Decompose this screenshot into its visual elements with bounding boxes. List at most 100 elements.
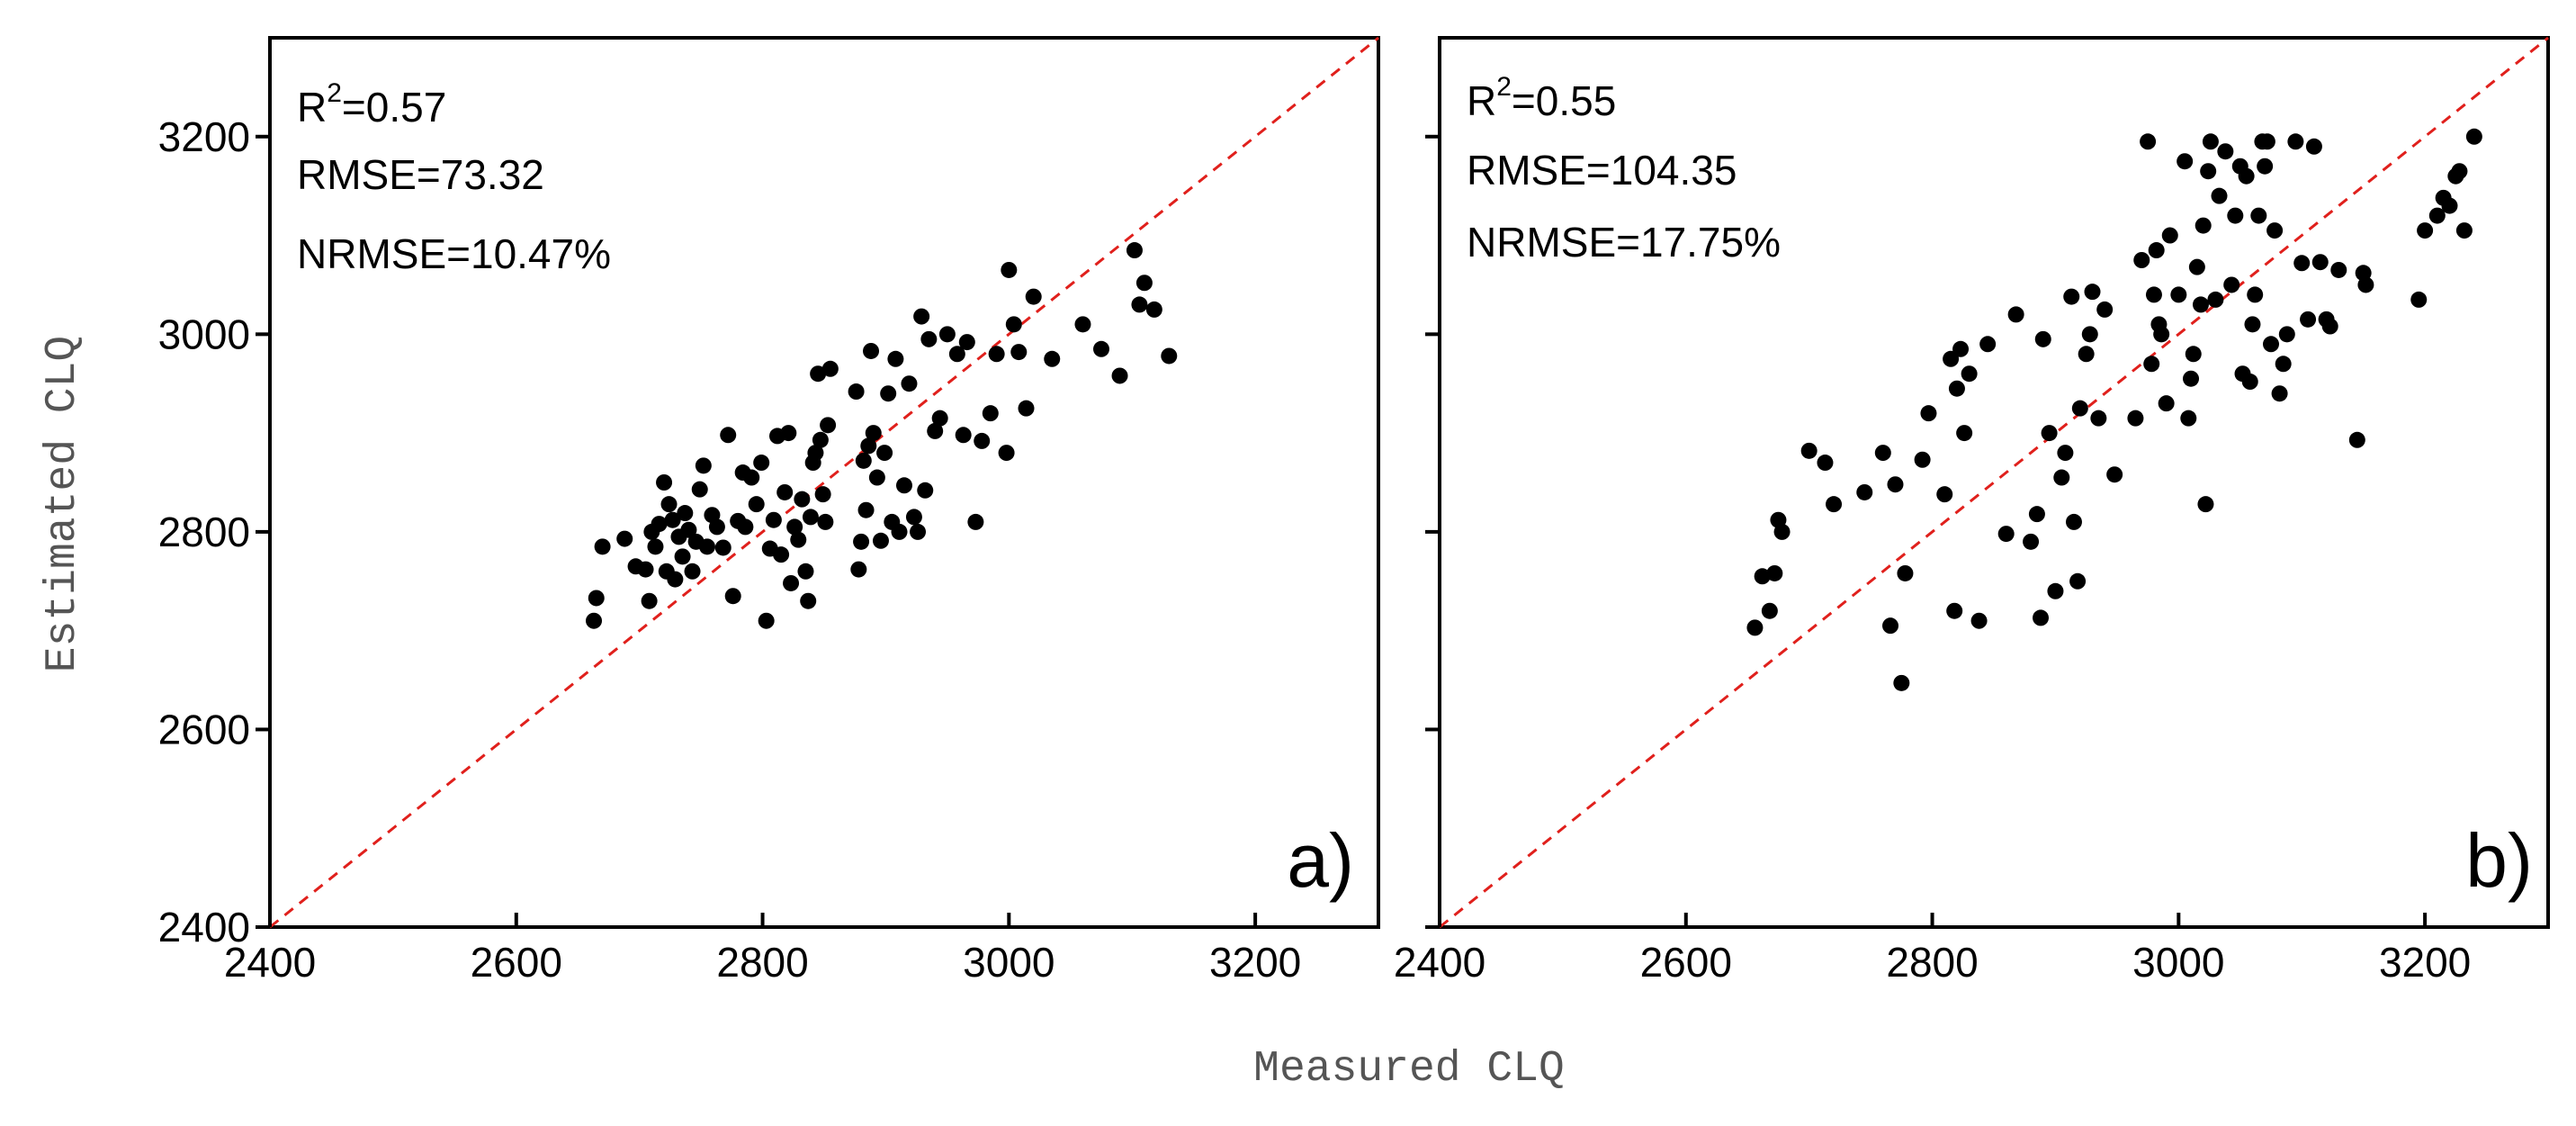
panel-a-data-point xyxy=(988,346,1005,363)
panel-b-data-point xyxy=(2106,466,2123,483)
panel-b-data-point xyxy=(2250,207,2267,224)
panel-b-data-point xyxy=(2195,217,2212,234)
panel-a-data-point xyxy=(1145,301,1162,318)
panel-b-data-point xyxy=(1956,425,1973,442)
panel-b-data-point xyxy=(1936,486,1953,503)
panel-a: 2400 2600 2800 3000 3200 2400 2600 2800 3000 3200… xyxy=(158,36,1380,986)
panel-b-data-point xyxy=(1997,526,2015,543)
panel-b-data-point xyxy=(2357,276,2374,293)
panel-b-data-point xyxy=(2293,255,2311,272)
panel-a-data-point xyxy=(776,483,794,500)
panel-a-letter: a) xyxy=(1287,818,1354,903)
panel-a-data-point xyxy=(812,431,829,448)
panel-b-data-point xyxy=(1970,612,1988,629)
panel-a-data-point xyxy=(807,445,824,462)
panel-a-data-point xyxy=(695,457,712,474)
y-axis-title: Estimated CLQ xyxy=(39,336,87,672)
panel-a-data-point xyxy=(651,516,668,533)
panel-a-data-point xyxy=(880,385,897,402)
panel-a-r2-label: R xyxy=(297,84,327,131)
panel-a-data-point xyxy=(753,455,770,472)
panel-a-x-tick-label: 2800 xyxy=(716,939,808,986)
panel-a-rmse: RMSE=73.32 xyxy=(297,151,544,198)
panel-b-data-point xyxy=(2258,133,2275,150)
panel-a-data-point xyxy=(820,417,837,434)
panel-a-data-point xyxy=(876,445,893,462)
panel-a-data-point xyxy=(684,563,701,580)
panel-b-data-point xyxy=(2140,133,2157,150)
panel-b-data-point xyxy=(2451,163,2468,180)
panel-b-data-point xyxy=(2145,286,2162,303)
panel-a-data-point xyxy=(588,590,605,607)
panel-a-data-point xyxy=(895,477,912,494)
panel-a-data-point xyxy=(714,539,732,556)
panel-a-frame xyxy=(268,36,1380,929)
panel-a-r2: R2=0.57 xyxy=(297,78,446,131)
panel-a-data-point xyxy=(982,405,999,422)
panel-b-data-point xyxy=(1887,476,1904,493)
panel-a-data-point xyxy=(1010,344,1028,361)
panel-a-one-to-one-line xyxy=(269,36,1379,929)
panel-a-data-point xyxy=(853,533,870,550)
panel-a-points xyxy=(586,242,1178,629)
panel-b-data-point xyxy=(2148,242,2165,259)
panel-b-data-point xyxy=(1946,602,1963,619)
panel-a-data-point xyxy=(817,513,834,530)
panel-a-data-point xyxy=(794,491,811,508)
panel-b-data-point xyxy=(1800,442,1818,459)
panel-a-data-point xyxy=(616,530,633,547)
panel-a-data-point xyxy=(1126,242,1143,259)
panel-a-data-point xyxy=(887,350,904,367)
panel-b-data-point xyxy=(2183,370,2200,387)
panel-a-data-point xyxy=(765,511,782,528)
panel-b-letter: b) xyxy=(2465,818,2533,903)
panel-b-data-point xyxy=(2247,286,2264,303)
panel-a-data-point xyxy=(810,365,827,383)
panel-a-data-point xyxy=(1161,347,1178,365)
panel-a-data-point xyxy=(920,330,938,347)
panel-a-data-point xyxy=(783,574,800,591)
panel-b-data-point xyxy=(1882,617,1899,635)
panel-b-data-point xyxy=(2202,133,2219,150)
panel-b-data-point xyxy=(1952,340,1970,357)
panel-a-data-point xyxy=(641,592,658,609)
panel-b-r2-label: R xyxy=(1467,77,1496,124)
panel-a-data-point xyxy=(773,546,790,563)
panel-b-rmse: RMSE=104.35 xyxy=(1467,147,1737,194)
panel-b-data-point xyxy=(2241,374,2258,391)
panel-a-data-point xyxy=(1093,340,1109,357)
panel-b-data-point xyxy=(2257,158,2274,175)
panel-a-data-point xyxy=(948,346,965,363)
panel-a-data-point xyxy=(790,531,807,548)
panel-b-data-point xyxy=(2170,286,2187,303)
panel-b-data-point xyxy=(2197,496,2214,513)
panel-b-data-point xyxy=(2227,207,2244,224)
panel-a-y-tick-label: 3200 xyxy=(158,113,250,160)
panel-b-data-point xyxy=(2007,306,2024,323)
panel-b-data-point xyxy=(1754,568,1771,585)
panel-b-data-point xyxy=(2455,222,2473,239)
panel-b-data-point xyxy=(2071,400,2088,417)
panel-b-data-point xyxy=(2271,385,2288,402)
panel-b-data-point xyxy=(2266,222,2284,239)
panel-a-data-point xyxy=(1131,296,1148,313)
panel-a-data-point xyxy=(698,538,715,555)
panel-b-data-point xyxy=(2161,227,2178,244)
panel-b-data-point xyxy=(2211,187,2228,204)
panel-b-x-tick-label: 2600 xyxy=(1640,939,1732,986)
panel-b-data-point xyxy=(2192,296,2209,313)
panel-b-r2-value: =0.55 xyxy=(1512,77,1616,124)
panel-b-data-point xyxy=(2348,431,2365,448)
panel-b-data-point xyxy=(2028,506,2045,523)
panel-b-data-point xyxy=(1766,564,1783,581)
panel-a-data-point xyxy=(901,375,918,392)
panel-a-data-point xyxy=(1074,316,1091,333)
panel-a-data-point xyxy=(1044,350,1061,367)
panel-b-data-point xyxy=(2063,288,2080,305)
panel-b-data-point xyxy=(1914,451,1931,468)
panel-b-data-point xyxy=(1948,380,1965,397)
panel-b-data-point xyxy=(2465,128,2482,145)
panel-a-data-point xyxy=(637,561,654,578)
panel-b-data-point xyxy=(2057,445,2074,462)
panel-a-data-point xyxy=(998,445,1015,462)
